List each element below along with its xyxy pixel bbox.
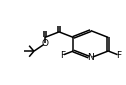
Text: F: F [117, 51, 122, 60]
Text: F: F [60, 51, 65, 60]
Text: N: N [87, 53, 94, 62]
Text: O: O [41, 39, 48, 48]
